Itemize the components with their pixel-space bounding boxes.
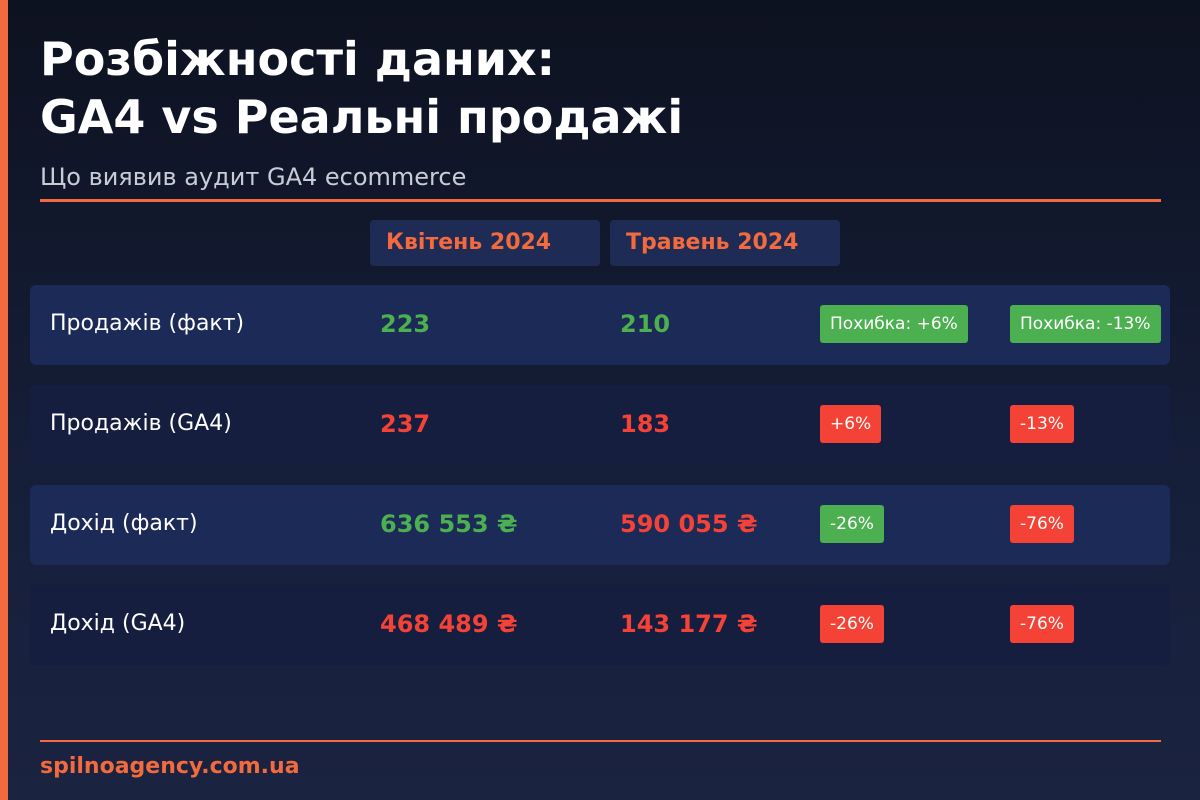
title-line-1: Розбіжності даних: [40,32,556,86]
may-value: 183 [620,410,671,438]
april-value: 468 489 ₴ [380,610,518,638]
bottom-divider [40,740,1161,742]
may-error-badge: Похибка: -13% [1010,305,1161,343]
april-diff-badge: -26% [820,605,884,643]
table-row-sales-actual: Продажів (факт) 223 210 Похибка: +6% Пох… [30,285,1170,365]
april-diff-badge: -26% [820,505,884,543]
column-header-april: Квітень 2024 [370,220,600,266]
table-row-sales-ga4: Продажів (GA4) 237 183 +6% -13% [30,385,1170,465]
may-value: 210 [620,310,671,338]
table-row-revenue-ga4: Дохід (GA4) 468 489 ₴ 143 177 ₴ -26% -76… [30,585,1170,665]
row-label: Дохід (факт) [50,511,198,536]
row-label: Дохід (GA4) [50,611,186,636]
april-value: 223 [380,310,431,338]
april-diff-badge: +6% [820,405,882,443]
footer-website: spilnoagency.com.ua [40,754,300,779]
row-label: Продажів (GA4) [50,411,232,436]
left-accent-bar [0,0,8,800]
april-value: 636 553 ₴ [380,510,518,538]
row-label: Продажів (факт) [50,311,245,336]
page-subtitle: Що виявив аудит GA4 ecommerce [40,163,467,191]
column-header-may: Травень 2024 [610,220,840,266]
may-diff-badge: -76% [1010,505,1074,543]
table-row-revenue-actual: Дохід (факт) 636 553 ₴ 590 055 ₴ -26% -7… [30,485,1170,565]
may-diff-badge: -13% [1010,405,1074,443]
april-error-badge: Похибка: +6% [820,305,968,343]
may-diff-badge: -76% [1010,605,1074,643]
page-title: Розбіжності даних: GA4 vs Реальні продаж… [40,30,683,146]
title-line-2: GA4 vs Реальні продажі [40,90,684,144]
april-value: 237 [380,410,431,438]
may-value: 143 177 ₴ [620,610,758,638]
top-divider [40,199,1161,202]
may-value: 590 055 ₴ [620,510,758,538]
